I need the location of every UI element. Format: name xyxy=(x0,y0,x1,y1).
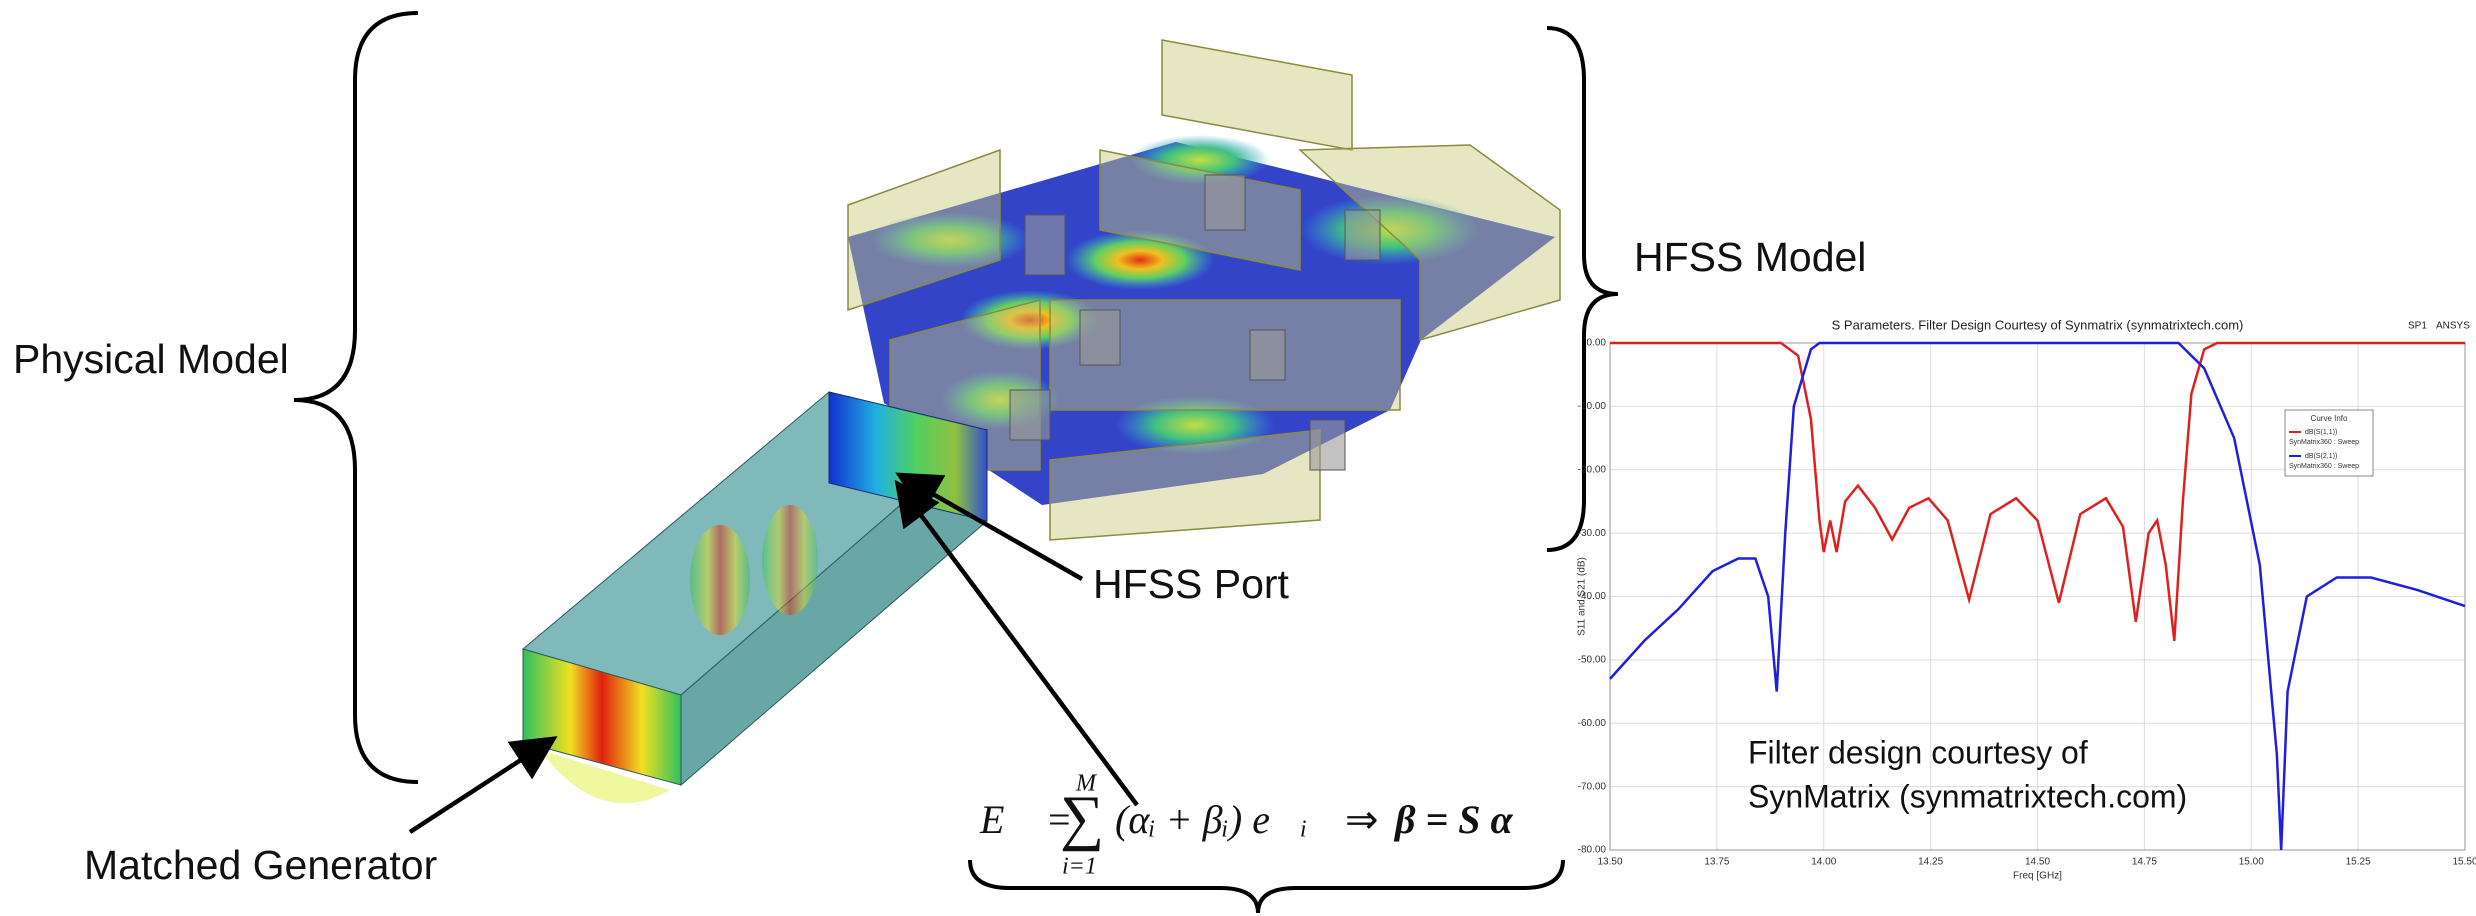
legend-title: Curve Info xyxy=(2311,414,2348,423)
eq-upper: M xyxy=(1075,771,1098,797)
caption-line: SynMatrix (synmatrixtech.com) xyxy=(1748,778,2187,814)
equation: E⃗ = ∑ M i=1 (αᵢ + βᵢ) e⃗ᵢ ⇒ β = S α xyxy=(979,771,1514,880)
x-tick-label: 14.25 xyxy=(1918,857,1943,868)
label: Physical Model xyxy=(13,336,289,382)
left-brace xyxy=(294,13,418,782)
x-tick-label: 14.75 xyxy=(2132,857,2157,868)
x-tick-label: 15.50 xyxy=(2452,857,2476,868)
x-tick-label: 15.25 xyxy=(2346,857,2371,868)
x-tick-label: 13.50 xyxy=(1597,857,1622,868)
x-tick-label: 13.75 xyxy=(1704,857,1729,868)
model-illustration xyxy=(523,40,1560,803)
y-tick-label: 0.00 xyxy=(1587,338,1607,349)
x-tick-label: 14.50 xyxy=(2025,857,2050,868)
x-tick-label: 15.00 xyxy=(2239,857,2264,868)
eq-lower: i=1 xyxy=(1062,854,1097,880)
bottom-brace xyxy=(970,860,1563,913)
eq-implies: ⇒ xyxy=(1345,797,1379,842)
legend-label: dB(S(1,1)) xyxy=(2305,429,2337,436)
x-tick-label: 14.00 xyxy=(1811,857,1836,868)
y-tick-label: -20.00 xyxy=(1578,464,1607,475)
corner-label: SP1 xyxy=(2408,321,2427,332)
y-tick-label: -30.00 xyxy=(1578,528,1607,539)
y-tick-label: -70.00 xyxy=(1578,781,1607,792)
label: Matched Generator xyxy=(84,842,437,888)
y-tick-label: -60.00 xyxy=(1578,718,1607,729)
page: Physical Model HFSS Model HFSS Port Matc… xyxy=(0,0,2476,916)
eq-rhs: β = S α xyxy=(1393,797,1514,842)
wave-field xyxy=(690,525,750,635)
y-tick-label: -10.00 xyxy=(1578,401,1607,412)
label: HFSS Model xyxy=(1634,234,1866,280)
y-axis-label: S11 and S21 (dB) xyxy=(1577,557,1588,636)
x-axis-label: Freq [GHz] xyxy=(2013,871,2062,882)
y-tick-label: -50.00 xyxy=(1578,655,1607,666)
y-tick-label: -80.00 xyxy=(1578,845,1607,856)
wave-field xyxy=(762,505,818,615)
label: HFSS Port xyxy=(1093,561,1290,607)
caption-line: Filter design courtesy of xyxy=(1748,734,2088,770)
legend-label: dB(S(2,1)) xyxy=(2305,453,2337,460)
corner-label: ANSYS xyxy=(2436,321,2470,332)
arrow xyxy=(410,741,550,832)
eq-lhs: E⃗ = xyxy=(979,797,1073,842)
legend-source: SynMatrix360 : Sweep xyxy=(2289,439,2359,446)
legend-source: SynMatrix360 : Sweep xyxy=(2289,463,2359,470)
chart-title: S Parameters. Filter Design Courtesy of … xyxy=(1832,317,2244,332)
eq-body: (αᵢ + βᵢ) e⃗ᵢ xyxy=(1115,797,1307,842)
